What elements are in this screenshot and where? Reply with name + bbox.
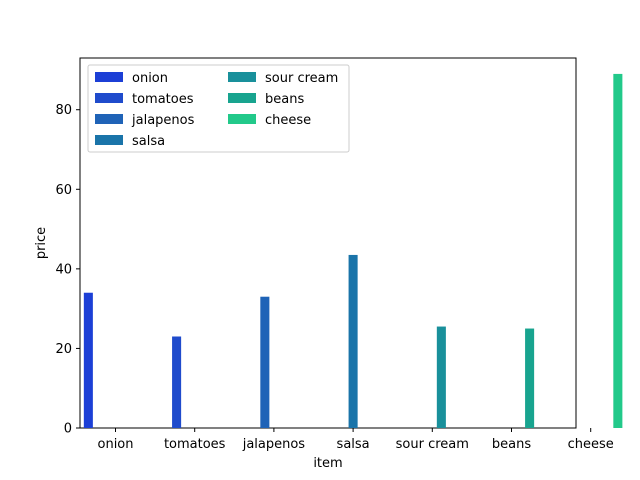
y-tick-label: 20 xyxy=(55,342,72,357)
legend-label: tomatoes xyxy=(132,92,194,107)
y-axis-ticks: 0 20 40 60 80 xyxy=(55,103,80,437)
legend-swatch xyxy=(95,135,123,145)
bar-salsa xyxy=(348,254,358,428)
y-tick-label: 0 xyxy=(64,422,72,437)
plot-frame xyxy=(79,57,577,429)
legend: onion tomatoes jalapenos salsa sour cream bea… xyxy=(87,64,350,153)
y-axis-title: price xyxy=(34,227,49,259)
legend-label: salsa xyxy=(132,134,165,149)
legend-label: beans xyxy=(265,92,304,107)
legend-label: sour cream xyxy=(265,71,338,86)
legend-swatch xyxy=(228,93,256,103)
bar-jalapenos xyxy=(260,296,270,428)
legend-swatch xyxy=(95,93,123,103)
bar-beans xyxy=(525,328,535,428)
x-tick-label: jalapenos xyxy=(242,437,306,452)
legend-swatch xyxy=(228,72,256,82)
x-axis-ticks: onion tomatoes jalapenos salsa sour cream bea… xyxy=(98,428,614,452)
legend-label: onion xyxy=(132,71,168,86)
legend-label: jalapenos xyxy=(131,113,195,128)
x-tick-label: sour cream xyxy=(396,437,469,452)
bar-sour-cream xyxy=(436,326,446,428)
legend-swatch xyxy=(95,72,123,82)
bar-tomatoes xyxy=(172,336,182,428)
x-axis-title: item xyxy=(313,456,342,471)
x-tick-label: salsa xyxy=(337,437,370,452)
y-tick-label: 80 xyxy=(55,103,72,118)
legend-label: cheese xyxy=(265,113,311,128)
x-tick-label: beans xyxy=(492,437,531,452)
legend-box xyxy=(87,64,350,153)
bars-group xyxy=(83,73,623,429)
x-tick-label: onion xyxy=(98,437,134,452)
y-tick-label: 40 xyxy=(55,262,72,277)
x-tick-label: tomatoes xyxy=(164,437,226,452)
bar-onion xyxy=(83,292,93,428)
x-tick-label: cheese xyxy=(568,437,614,452)
y-tick-label: 60 xyxy=(55,183,72,198)
bar-cheese xyxy=(613,73,623,429)
legend-swatch xyxy=(95,114,123,124)
legend-swatch xyxy=(228,114,256,124)
